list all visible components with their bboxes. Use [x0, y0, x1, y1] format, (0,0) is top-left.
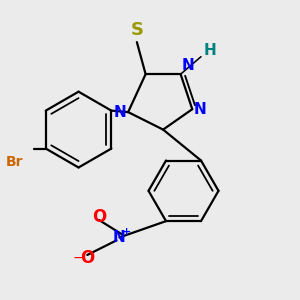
Text: S: S — [130, 21, 143, 39]
Text: Br: Br — [6, 155, 23, 169]
Text: N: N — [194, 102, 206, 117]
Text: O: O — [80, 249, 94, 267]
Text: N: N — [114, 105, 127, 120]
Text: +: + — [122, 227, 131, 237]
Text: −: − — [73, 251, 84, 265]
Text: H: H — [203, 44, 216, 59]
Text: N: N — [182, 58, 195, 73]
Text: N: N — [113, 230, 126, 245]
Text: O: O — [92, 208, 106, 226]
